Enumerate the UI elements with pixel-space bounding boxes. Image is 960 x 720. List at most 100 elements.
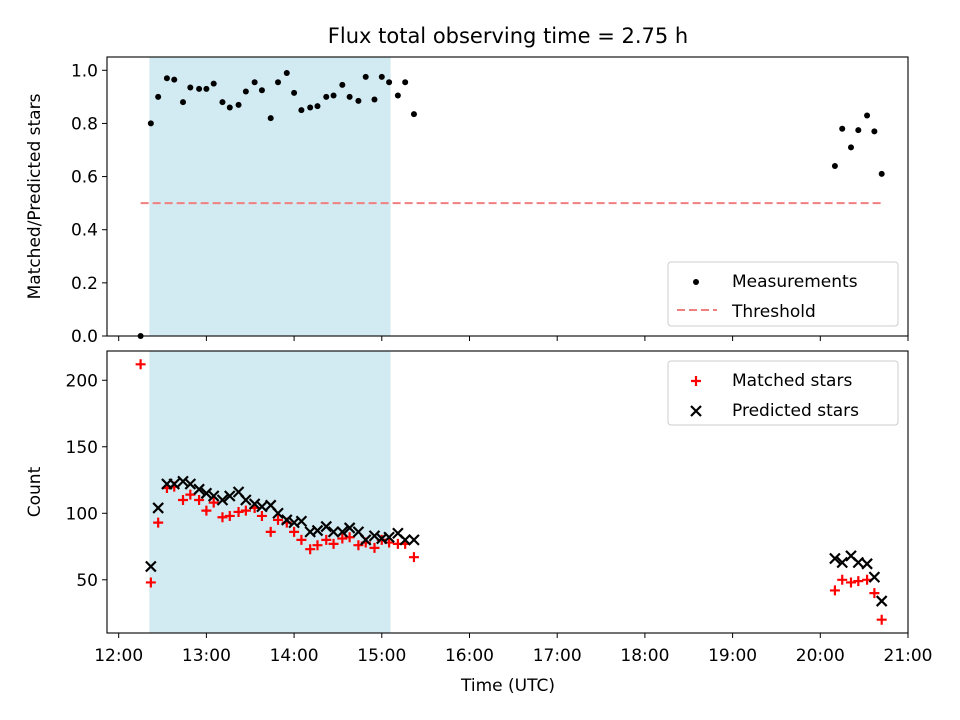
x-tick-label: 20:00 [796, 646, 845, 666]
data-point [410, 111, 417, 118]
data-point [829, 552, 841, 565]
data-point [207, 490, 220, 502]
data-point [147, 120, 154, 127]
x-tick-label: 16:00 [445, 646, 494, 666]
x-tick-label: 12:00 [94, 646, 143, 666]
chart-title: Flux total observing time = 2.75 h [328, 24, 688, 48]
data-point [217, 512, 228, 523]
data-point [852, 556, 865, 569]
x-tick-label: 14:00 [270, 646, 319, 666]
data-point [178, 494, 189, 505]
data-point [265, 526, 276, 537]
data-point [203, 85, 210, 92]
data-point [869, 588, 880, 599]
data-point [272, 507, 284, 520]
data-point [168, 478, 181, 490]
data-point [200, 487, 213, 500]
axes-frame [106, 56, 909, 337]
bottom-panel: 50 100 150 200 12:00 13:00 14:00 15:00 16:00 17:0… [25, 350, 933, 666]
data-point [281, 514, 293, 526]
data-point [171, 76, 178, 83]
y-tick-label: 50 [76, 571, 98, 591]
y-tick-label: 0.8 [71, 114, 98, 134]
data-point [323, 93, 330, 100]
data-point [836, 556, 849, 569]
data-point [135, 359, 146, 370]
data-point [305, 544, 316, 555]
series-matched-stars [135, 359, 887, 625]
data-point [362, 73, 369, 80]
data-point [320, 520, 333, 533]
data-point [876, 614, 887, 625]
data-point [240, 494, 252, 506]
data-point [307, 104, 314, 111]
data-point [184, 478, 197, 490]
data-point [291, 89, 298, 96]
legend: Measurements Threshold [667, 261, 899, 327]
data-point [256, 500, 268, 513]
x-axis-label: Time (UTC) [460, 676, 555, 696]
data-point [226, 104, 233, 111]
data-point [314, 103, 321, 110]
y-tick-label: 0.2 [71, 274, 98, 294]
data-point [378, 73, 385, 80]
data-point [251, 79, 258, 86]
top-panel: 0.0 0.2 0.4 0.6 0.8 1.0 Matched/Predicted star… [25, 56, 909, 347]
y-tick-label: 0.0 [71, 327, 98, 347]
data-point [185, 489, 196, 500]
data-point [298, 107, 305, 114]
data-point [327, 526, 340, 538]
x-tick-label: 21:00 [884, 646, 933, 666]
data-point [408, 552, 419, 563]
data-point [224, 510, 235, 521]
data-point [258, 87, 265, 94]
data-point [845, 577, 856, 588]
legend-marker [693, 279, 699, 285]
data-point [321, 534, 332, 545]
legend: Matched stars Predicted stars [667, 360, 899, 426]
legend-label: Predicted stars [732, 401, 859, 421]
data-point [871, 128, 878, 135]
data-point [394, 92, 401, 99]
data-point [275, 79, 282, 86]
data-point [875, 595, 888, 607]
data-point [187, 84, 194, 91]
data-point [210, 80, 217, 87]
data-point [847, 144, 854, 151]
data-point [224, 490, 236, 502]
data-point [355, 97, 362, 104]
data-point [402, 79, 409, 86]
x-tick-label: 13:00 [182, 646, 231, 666]
data-point [346, 93, 353, 100]
series-predicted-stars [145, 475, 888, 607]
data-point [328, 538, 339, 549]
data-point [339, 81, 346, 88]
data-point [343, 522, 356, 534]
y-tick-label: 1.0 [71, 61, 98, 81]
data-point [242, 88, 249, 95]
data-point [864, 112, 871, 119]
x-tick-label: 15:00 [357, 646, 406, 666]
y-axis-label: Matched/Predicted stars [25, 93, 45, 299]
data-point [336, 526, 349, 538]
data-point [853, 576, 864, 587]
axes-frame [106, 350, 909, 634]
y-tick-label: 150 [66, 438, 98, 458]
data-point [878, 170, 885, 177]
data-point [201, 505, 212, 516]
data-point [311, 524, 324, 537]
data-point [861, 558, 873, 570]
data-point [312, 540, 323, 551]
legend-box [667, 261, 899, 327]
data-point [399, 534, 411, 546]
data-point [359, 534, 372, 546]
data-point [240, 505, 251, 516]
legend-label: Matched stars [732, 371, 852, 391]
legend-marker [690, 405, 702, 417]
data-point [256, 510, 267, 521]
data-point [368, 530, 381, 542]
data-point [386, 79, 393, 86]
data-point [337, 533, 348, 544]
data-point [155, 93, 162, 100]
